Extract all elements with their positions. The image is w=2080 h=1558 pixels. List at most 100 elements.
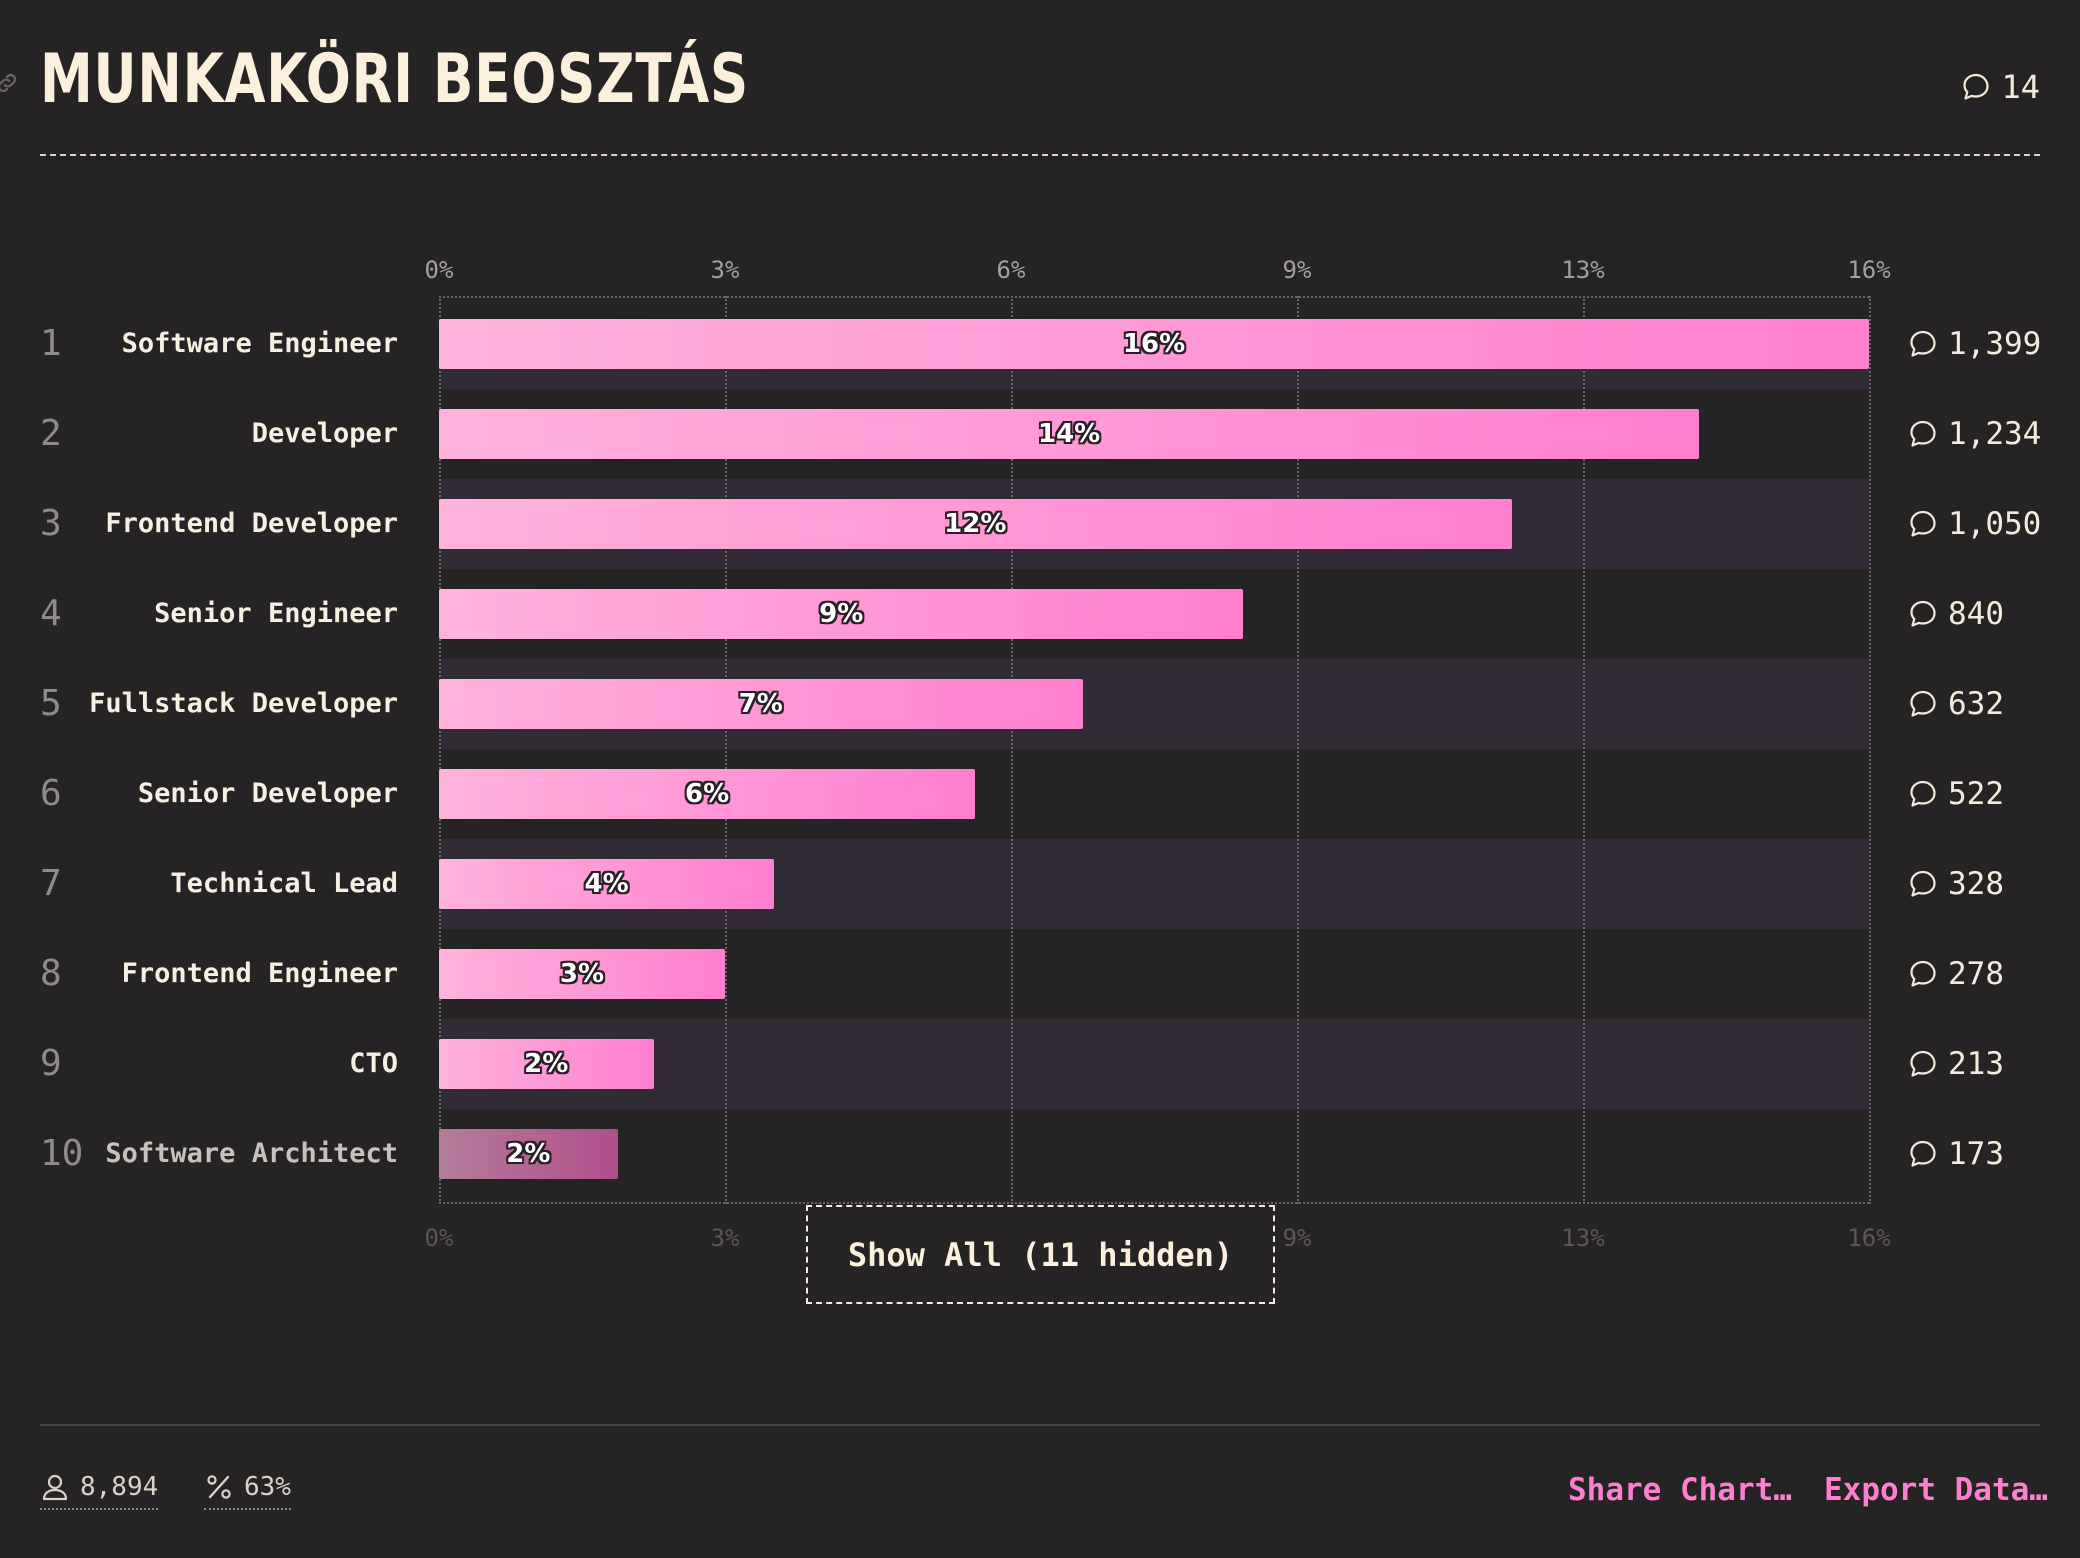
grid-line-5 — [1869, 296, 1871, 1204]
row-comment-count-value: 278 — [1948, 956, 2004, 992]
respondents-stat[interactable]: 8,894 — [40, 1472, 159, 1510]
row-comment-count[interactable]: 213 — [1908, 1040, 2004, 1088]
speech-bubble-icon — [1910, 780, 1936, 807]
x-tick-top-3: 9% — [1282, 256, 1312, 284]
bar[interactable] — [439, 319, 1869, 369]
bar-value-label: 4% — [584, 869, 629, 899]
row-rank: 8 — [40, 953, 62, 994]
row-rank: 5 — [40, 683, 62, 724]
speech-bubble-icon — [1910, 960, 1936, 987]
bar[interactable] — [439, 949, 725, 999]
bar[interactable] — [439, 769, 976, 819]
row-rank: 7 — [40, 863, 62, 904]
x-tick-bottom-3: 9% — [1282, 1224, 1312, 1252]
row-label: Senior Engineer — [154, 598, 398, 629]
bar-value-label: 14% — [1037, 419, 1101, 449]
x-tick-top-0: 0% — [424, 256, 454, 284]
x-tick-bottom-5: 16% — [1847, 1224, 1891, 1252]
show-all-button[interactable]: Show All (11 hidden) — [806, 1205, 1275, 1304]
user-icon — [42, 1474, 68, 1501]
x-tick-bottom-1: 3% — [710, 1224, 740, 1252]
row-rank: 3 — [40, 503, 62, 544]
bar[interactable] — [439, 589, 1244, 639]
title-comment-count-value: 14 — [2001, 68, 2040, 106]
grid-line-0 — [439, 296, 441, 1204]
row-comment-count-value: 522 — [1948, 776, 2004, 812]
bar[interactable] — [439, 499, 1512, 549]
row-comment-count[interactable]: 632 — [1908, 680, 2004, 728]
grid-bottom-line — [439, 1202, 1869, 1204]
share-chart-link[interactable]: Share Chart… — [1568, 1472, 1792, 1508]
x-tick-bottom-0: 0% — [424, 1224, 454, 1252]
row-comment-count[interactable]: 173 — [1908, 1130, 2004, 1178]
title-divider — [40, 154, 2040, 156]
row-rank: 2 — [40, 413, 62, 454]
bar[interactable] — [439, 679, 1083, 729]
row-comment-count-value: 1,234 — [1948, 416, 2042, 452]
title-comment-count[interactable]: 14 — [1961, 68, 2040, 106]
x-tick-top-5: 16% — [1847, 256, 1891, 284]
x-axis-top: 0% 3% 6% 9% 13% 16% — [425, 256, 1891, 286]
row-label: Technical Lead — [170, 868, 398, 899]
chart-title: MUNKAKÖRI BEOSZTÁS — [40, 40, 750, 119]
row-rank: 1 — [40, 323, 62, 364]
row-label: Software Engineer — [121, 328, 398, 359]
row-comment-count-value: 1,399 — [1948, 326, 2042, 362]
speech-bubble-icon — [1910, 690, 1936, 717]
row-comment-count[interactable]: 1,050 — [1908, 500, 2041, 548]
bar-value-label: 7% — [738, 689, 783, 719]
row-label: CTO — [349, 1048, 398, 1079]
bar-value-label: 3% — [559, 959, 605, 989]
grid-top-line — [439, 296, 1869, 298]
speech-bubble-icon — [1910, 330, 1936, 357]
x-tick-top-2: 6% — [996, 256, 1026, 284]
row-comment-count-value: 328 — [1948, 866, 2004, 902]
speech-bubble-icon — [1910, 1050, 1936, 1077]
bar-value-label: 6% — [685, 779, 730, 809]
row-comment-count[interactable]: 522 — [1908, 770, 2004, 818]
bar-value-label: 16% — [1122, 329, 1186, 359]
bar[interactable] — [439, 1039, 654, 1089]
row-label: Frontend Developer — [105, 508, 398, 539]
grid-line-1 — [725, 296, 727, 1204]
percentage-stat[interactable]: 63% — [204, 1472, 291, 1510]
bar-value-label: 2% — [524, 1049, 569, 1079]
row-band — [439, 1019, 1869, 1109]
grid-line-3 — [1297, 296, 1299, 1204]
row-label: Senior Developer — [137, 778, 398, 809]
speech-bubble-icon — [1963, 73, 1990, 100]
x-tick-top-1: 3% — [710, 256, 740, 284]
respondents-value: 8,894 — [80, 1472, 159, 1502]
bar[interactable] — [439, 409, 1700, 459]
row-label: Frontend Engineer — [121, 958, 398, 989]
row-comment-count-value: 213 — [1948, 1046, 2004, 1082]
row-comment-count[interactable]: 328 — [1908, 860, 2004, 908]
row-comment-count-value: 840 — [1948, 596, 2004, 632]
row-label: Fullstack Developer — [89, 688, 398, 719]
row-rank: 6 — [40, 773, 62, 814]
row-comment-count-value: 173 — [1948, 1136, 2004, 1172]
x-tick-bottom-4: 13% — [1561, 1224, 1605, 1252]
grid-line-2 — [1011, 296, 1013, 1204]
bar[interactable] — [439, 1129, 618, 1179]
speech-bubble-icon — [1910, 600, 1936, 627]
row-comment-count-value: 1,050 — [1948, 506, 2042, 542]
speech-bubble-icon — [1910, 870, 1936, 897]
export-data-link[interactable]: Export Data… — [1824, 1472, 2048, 1508]
grid-line-4 — [1583, 296, 1585, 1204]
speech-bubble-icon — [1910, 1140, 1936, 1167]
row-comment-count[interactable]: 1,234 — [1908, 410, 2041, 458]
percent-icon — [207, 1475, 231, 1499]
x-tick-top-4: 13% — [1561, 256, 1605, 284]
link-icon[interactable] — [0, 70, 20, 96]
speech-bubble-icon — [1910, 510, 1936, 537]
speech-bubble-icon — [1910, 420, 1936, 447]
row-label: Software Architect — [105, 1138, 398, 1169]
row-rank: 9 — [40, 1043, 62, 1084]
bar-value-label: 12% — [944, 509, 1007, 539]
row-comment-count[interactable]: 1,399 — [1908, 320, 2041, 368]
row-comment-count[interactable]: 278 — [1908, 950, 2004, 998]
row-comment-count[interactable]: 840 — [1908, 590, 2004, 638]
bar-value-label: 9% — [819, 599, 864, 629]
bar[interactable] — [439, 859, 775, 909]
